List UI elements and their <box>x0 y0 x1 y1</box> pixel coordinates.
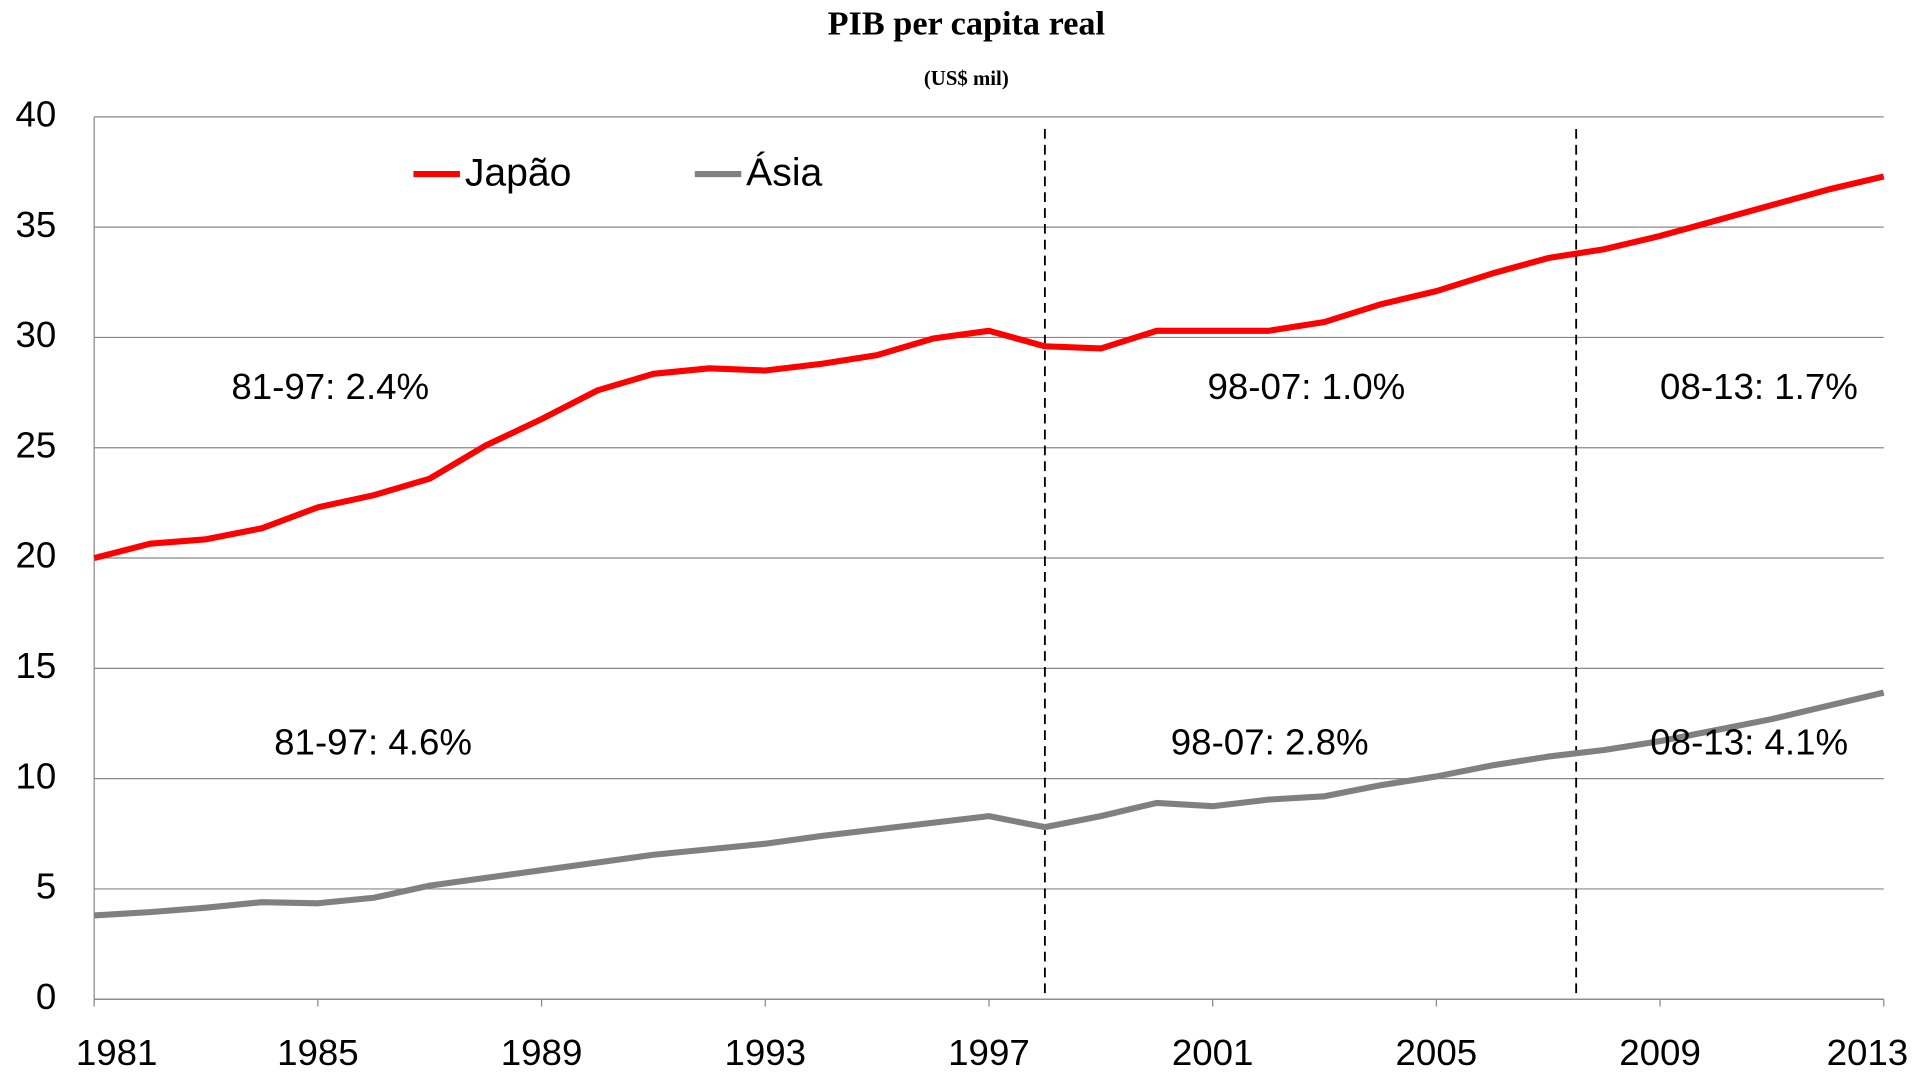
y-tick-label: 25 <box>15 424 56 465</box>
series-line <box>93 173 1885 561</box>
y-tick-label: 35 <box>15 204 56 245</box>
x-tick-label: 2009 <box>1619 1032 1701 1073</box>
series-line <box>94 689 1885 919</box>
y-tick-label: 15 <box>15 645 56 686</box>
legend-label: Japão <box>465 152 572 195</box>
x-tick-label: 1993 <box>724 1032 806 1073</box>
x-tick-label: 2013 <box>1827 1032 1909 1073</box>
y-tick-label: 5 <box>36 866 56 907</box>
annotation: 81-97: 2.4% <box>231 366 429 407</box>
annotation: 81-97: 4.6% <box>274 722 472 763</box>
annotation: 98-07: 2.8% <box>1171 722 1369 763</box>
y-tick-label: 40 <box>15 94 56 135</box>
x-tick-label: 2005 <box>1396 1032 1478 1073</box>
chart-subtitle: (US$ mil) <box>924 68 1009 90</box>
y-tick-label: 0 <box>36 976 56 1017</box>
annotation: 08-13: 4.1% <box>1650 722 1848 763</box>
x-tick-label: 1997 <box>948 1032 1030 1073</box>
annotation: 98-07: 1.0% <box>1207 366 1405 407</box>
y-tick-label: 30 <box>15 314 56 355</box>
x-tick-label: 2001 <box>1172 1032 1254 1073</box>
x-tick-label: 1989 <box>501 1032 583 1073</box>
x-tick-label: 1985 <box>277 1032 359 1073</box>
y-tick-label: 10 <box>15 755 56 796</box>
legend-label: Ásia <box>746 152 822 195</box>
x-tick-label: 1981 <box>76 1032 158 1073</box>
annotation: 08-13: 1.7% <box>1660 366 1858 407</box>
chart-title: PIB per capita real <box>828 6 1105 43</box>
y-tick-label: 20 <box>15 535 56 576</box>
